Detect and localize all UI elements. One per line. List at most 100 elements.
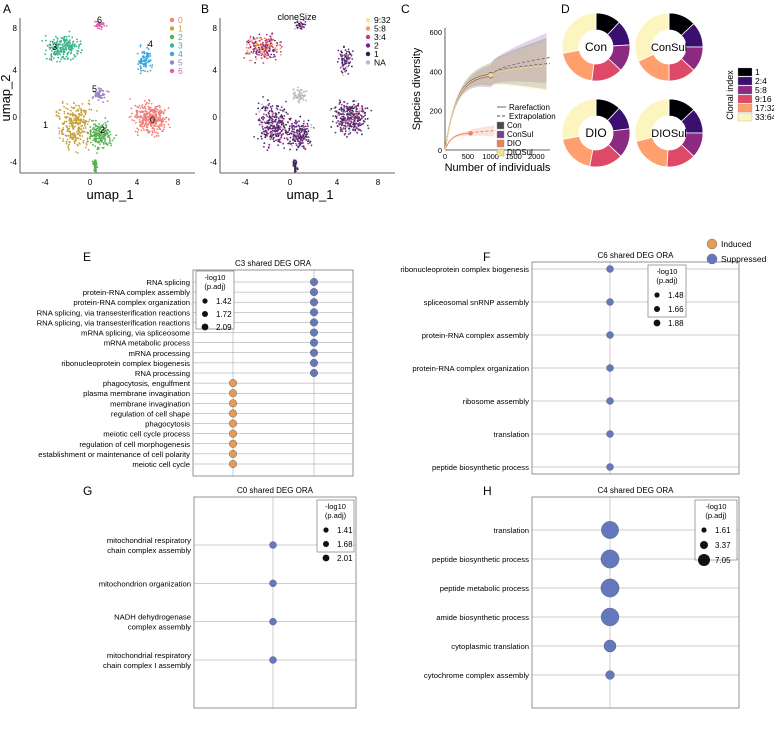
cell-point [263, 121, 266, 124]
cell-point [341, 124, 343, 127]
cell-point [151, 113, 154, 116]
cell-point [274, 39, 276, 42]
cell-point [106, 90, 108, 93]
cell-point [348, 127, 351, 130]
cell-point [104, 134, 107, 137]
cell-point [98, 27, 101, 30]
cell-point [96, 166, 99, 169]
cell-point [295, 144, 298, 147]
cell-point [147, 102, 150, 105]
cell-point [68, 30, 71, 33]
cell-point [104, 139, 107, 141]
donut-slice [562, 49, 595, 82]
cell-point [139, 44, 142, 46]
donut-slice [634, 98, 670, 142]
cell-point [63, 120, 66, 123]
legend-swatch [365, 43, 371, 48]
cell-point [75, 131, 78, 133]
legend-title: Clonal index [725, 70, 735, 120]
cell-point [159, 106, 161, 109]
term-label: regulation of cell shape [111, 409, 190, 418]
observed-point [468, 131, 473, 136]
cell-point [90, 108, 93, 111]
cell-point [136, 110, 139, 113]
cell-point [280, 136, 283, 139]
cell-point [283, 108, 286, 111]
cell-point [140, 69, 142, 72]
size-legend-dot [202, 311, 208, 317]
cell-point [342, 66, 345, 68]
cell-point [141, 111, 144, 114]
cell-point [293, 163, 296, 166]
cell-point [299, 143, 302, 145]
cell-point [68, 134, 70, 137]
cell-point [154, 114, 157, 116]
cell-point [349, 53, 352, 55]
cell-point [347, 133, 350, 136]
legend-swatch [737, 103, 753, 113]
term-label: plasma membrane invagination [83, 389, 190, 398]
cell-point [146, 44, 149, 47]
cell-point [98, 133, 101, 136]
cell-point [65, 120, 68, 123]
cell-point [271, 39, 274, 42]
cell-point [148, 122, 150, 125]
legend-swatch [496, 121, 505, 130]
cell-point [148, 60, 151, 63]
cell-point [85, 109, 87, 112]
cell-point [89, 126, 92, 128]
cell-point [89, 132, 92, 135]
cell-point [77, 50, 80, 53]
cell-point [346, 110, 348, 113]
panel-label-f: F [483, 250, 490, 264]
cell-point [282, 133, 284, 135]
data-point [228, 379, 237, 388]
cell-point [159, 109, 162, 112]
size-legend-dot [322, 554, 330, 562]
cell-point [260, 131, 263, 134]
panel-label-g: G [83, 484, 92, 498]
cell-point [153, 136, 156, 138]
size-legend-title: -log10 [657, 267, 678, 276]
cell-point [286, 133, 289, 136]
cell-point [351, 105, 354, 108]
cell-point [103, 93, 106, 96]
cell-point [274, 47, 277, 49]
cell-point [254, 47, 256, 50]
size-legend-dot [700, 541, 708, 549]
cell-point [57, 112, 60, 115]
cell-point [252, 52, 255, 54]
cell-point [163, 126, 166, 128]
cell-point [288, 142, 290, 145]
cell-point [146, 126, 149, 129]
cell-point [339, 101, 342, 104]
cell-point [70, 119, 72, 122]
cell-point [298, 129, 301, 131]
data-point [228, 439, 237, 448]
data-point [310, 278, 319, 287]
legend-swatch [169, 43, 175, 48]
cluster-label: 1 [43, 120, 48, 130]
term-label: protein-RNA complex organization [412, 364, 529, 373]
cell-point [292, 142, 294, 145]
legend-label: 2 [374, 41, 379, 51]
data-point [228, 429, 237, 438]
cell-point [276, 42, 279, 45]
cell-point [97, 132, 99, 135]
cell-point [335, 110, 338, 113]
cell-point [136, 131, 139, 134]
cell-point [279, 132, 281, 135]
data-point [310, 288, 319, 297]
cell-point [277, 128, 279, 131]
cell-point [260, 45, 263, 48]
term-label: mitochondrion organization [99, 579, 191, 588]
cell-point [271, 118, 273, 120]
cell-point [62, 38, 65, 40]
cell-point [294, 170, 297, 173]
legend-swatch [365, 60, 371, 65]
cell-point [293, 159, 295, 162]
cell-point [298, 90, 301, 93]
cell-point [267, 57, 269, 60]
cell-point [64, 46, 66, 48]
cell-point [81, 113, 83, 116]
